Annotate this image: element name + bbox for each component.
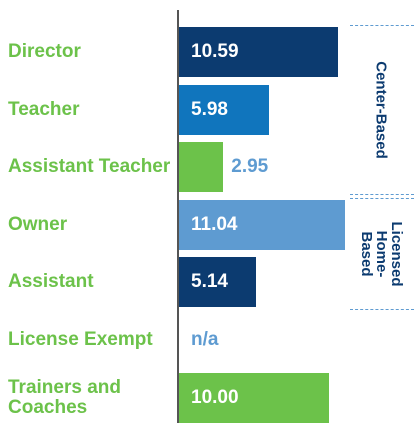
category-label: License Exempt: [8, 329, 153, 350]
group-label: Licensed Home-Based: [358, 221, 406, 287]
group-divider: [350, 25, 414, 26]
bar: [179, 142, 224, 193]
value-label: 10.00: [191, 386, 239, 408]
value-label: 10.59: [191, 41, 239, 62]
category-label: Assistant: [8, 271, 94, 293]
value-label: 5.14: [191, 271, 228, 293]
bar: [179, 199, 345, 250]
group-label: Center-Based: [373, 60, 391, 159]
category-label: Teacher: [8, 98, 80, 120]
group-divider: [350, 309, 414, 311]
category-label: Trainers and Coaches: [8, 376, 121, 418]
value-label: n/a: [191, 329, 219, 350]
category-label: Director: [8, 41, 81, 62]
bar: [179, 372, 329, 423]
category-label: Owner: [8, 213, 68, 235]
bar: [179, 257, 257, 308]
value-label: 5.98: [191, 98, 228, 120]
bar: [179, 84, 269, 135]
axis-line: [177, 10, 179, 423]
value-label: 2.95: [231, 156, 269, 178]
bar: [179, 27, 338, 77]
group-divider: [350, 194, 414, 196]
value-label: 11.04: [191, 213, 238, 235]
group-divider: [350, 197, 414, 199]
category-label: Assistant Teacher: [8, 156, 171, 178]
